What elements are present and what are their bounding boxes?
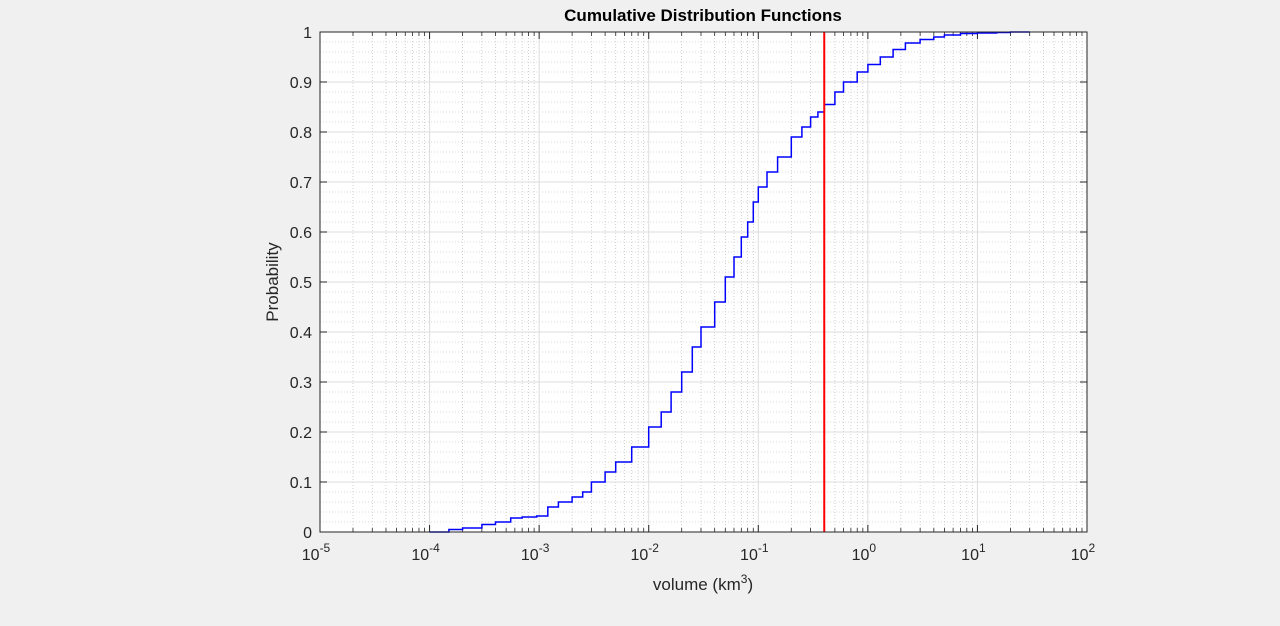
x-tick-label-base: 10 <box>852 547 870 564</box>
x-tick-label-exponent: 1 <box>979 541 986 555</box>
x-tick-label: 100 <box>852 541 877 564</box>
x-tick-label-exponent: -5 <box>320 541 331 555</box>
y-tick-label: 0.6 <box>290 225 312 242</box>
x-tick-label-base: 10 <box>411 547 429 564</box>
x-tick-labels: 10-5 10-4 10-3 10-2 10-1 100 101 102 <box>302 541 1096 564</box>
y-tick-labels: 0 0.1 0.2 0.3 0.4 0.5 0.6 0.7 0.8 0.9 1 <box>290 25 312 542</box>
x-tick-label-base: 10 <box>961 547 979 564</box>
y-tick-label: 0.9 <box>290 75 312 92</box>
x-axis-title-sup: 3 <box>741 572 748 586</box>
plot-frame <box>319 31 1088 533</box>
x-tick-label: 10-1 <box>740 541 769 564</box>
x-tick-label: 101 <box>961 541 986 564</box>
y-tick-label: 0.2 <box>290 425 312 442</box>
chart-title: Cumulative Distribution Functions <box>564 6 842 25</box>
cdf-series-line <box>429 31 1030 533</box>
x-tick-label-base: 10 <box>521 547 539 564</box>
x-tick-label-exponent: -3 <box>539 541 550 555</box>
y-tick-label: 0.1 <box>290 475 312 492</box>
x-tick-label-exponent: 0 <box>869 541 876 555</box>
x-axis-title: volume (km3) <box>653 572 753 594</box>
x-tick-label-base: 10 <box>630 547 648 564</box>
y-tick-label: 0.3 <box>290 375 312 392</box>
x-tick-label: 10-3 <box>521 541 550 564</box>
x-tick-label-exponent: -1 <box>758 541 769 555</box>
x-tick-label-base: 10 <box>740 547 758 564</box>
x-tick-label: 102 <box>1071 541 1096 564</box>
y-tick-label: 0.8 <box>290 125 312 142</box>
x-tick-label-base: 10 <box>302 547 320 564</box>
x-axis-title-close: ) <box>747 575 753 594</box>
x-tick-label-exponent: 2 <box>1089 541 1096 555</box>
x-tick-label-exponent: -2 <box>648 541 659 555</box>
x-tick-label: 10-5 <box>302 541 331 564</box>
y-tick-label: 0 <box>303 525 312 542</box>
x-tick-label: 10-4 <box>411 541 440 564</box>
x-tick-label-base: 10 <box>1071 547 1089 564</box>
y-tick-label: 1 <box>303 25 312 42</box>
y-tick-label: 0.7 <box>290 175 312 192</box>
y-axis-title: Probability <box>263 242 282 322</box>
x-tick-label-exponent: -4 <box>429 541 440 555</box>
y-tick-label: 0.5 <box>290 275 312 292</box>
y-tick-label: 0.4 <box>290 325 312 342</box>
x-tick-label: 10-2 <box>630 541 659 564</box>
series-layer <box>429 31 1030 533</box>
x-axis-title-text: volume (km <box>653 575 741 594</box>
